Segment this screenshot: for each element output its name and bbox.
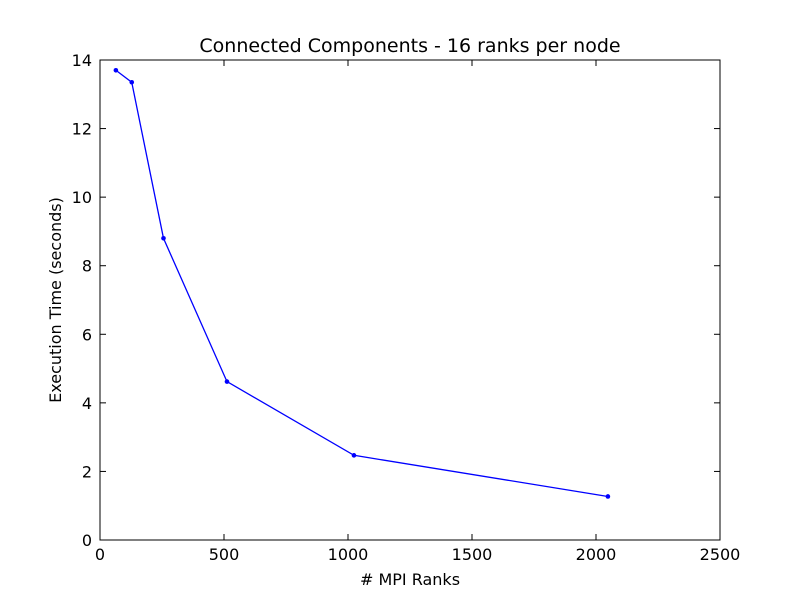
data-point <box>129 79 135 85</box>
series-line <box>115 69 609 498</box>
x-tick-label: 1000 <box>328 545 369 564</box>
plot-frame <box>99 59 721 541</box>
x-tick-label: 1500 <box>452 545 493 564</box>
y-axis-label: Execution Time (seconds) <box>46 197 65 403</box>
data-point <box>161 235 166 241</box>
x-tick-label: 2500 <box>700 545 741 564</box>
y-tick-label: 4 <box>82 394 92 413</box>
x-tick-label: 0 <box>95 545 105 564</box>
x-axis: 0 500 1000 1500 2000 2500 <box>95 60 740 564</box>
data-point <box>113 67 119 73</box>
y-tick-label: 14 <box>72 51 92 70</box>
x-axis-label: # MPI Ranks <box>360 570 460 589</box>
chart-title: Connected Components - 16 ranks per node <box>199 35 620 57</box>
x-tick-label: 500 <box>209 545 240 564</box>
data-point <box>351 453 357 458</box>
y-tick-label: 0 <box>82 531 92 550</box>
y-tick-label: 10 <box>72 188 92 207</box>
data-point <box>605 494 611 499</box>
y-axis: 0 2 4 6 8 10 12 14 <box>72 51 720 550</box>
series-layer <box>113 67 611 499</box>
data-point <box>224 379 230 384</box>
y-tick-label: 8 <box>82 257 92 276</box>
x-tick-label: 2000 <box>576 545 617 564</box>
y-tick-label: 6 <box>82 325 92 344</box>
y-tick-label: 12 <box>72 120 92 139</box>
y-tick-label: 2 <box>82 462 92 481</box>
